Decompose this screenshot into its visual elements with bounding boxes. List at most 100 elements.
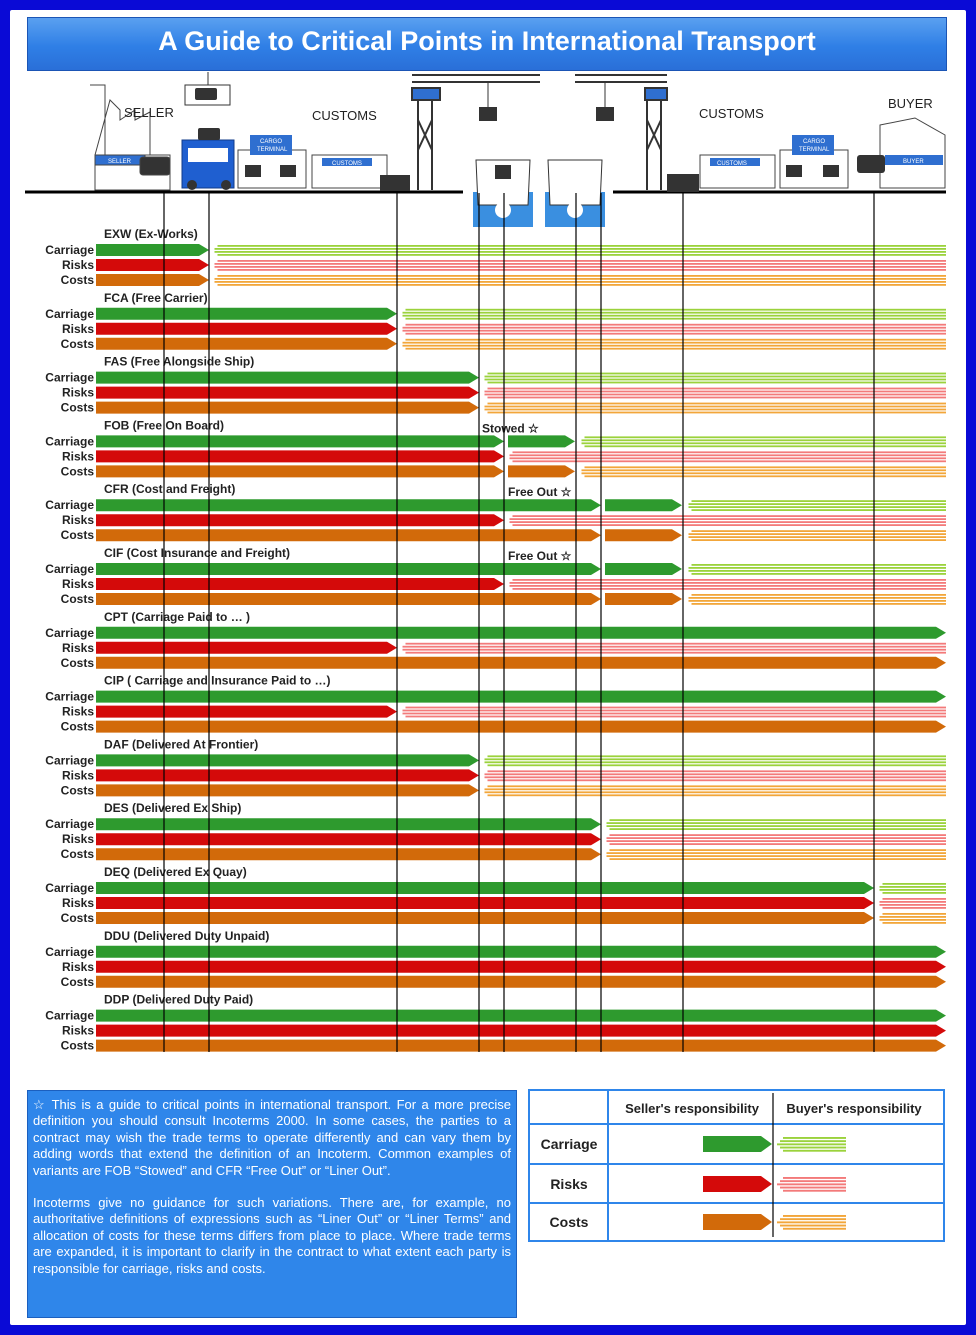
- row-label-costs: Costs: [61, 401, 95, 415]
- seller-arrow-costs: [96, 975, 946, 988]
- note-paragraph-2: Incoterms give no guidance for such vari…: [33, 1195, 511, 1276]
- cargo-terminal-left-text: CARGO: [260, 139, 282, 145]
- term-title: DEQ (Delivered Ex Quay): [104, 865, 247, 879]
- seller-arrow-costs: [96, 401, 479, 414]
- buyer-arrow-costs: [606, 849, 946, 860]
- buyer-arrow-risks: [509, 579, 946, 590]
- seller-extension-carriage: [508, 435, 575, 448]
- customs-right-sign-text: CUSTOMS: [717, 161, 747, 167]
- buyer-sign-text: BUYER: [903, 159, 924, 165]
- buyer-arrow-carriage: [484, 755, 946, 767]
- seller-arrow-risks: [96, 259, 209, 271]
- row-label-carriage: Carriage: [45, 817, 94, 831]
- buyer-arrow-costs: [688, 594, 946, 605]
- cargo-terminal-right-text-2: TERMINAL: [799, 147, 830, 153]
- customs-left-label: CUSTOMS: [312, 108, 377, 123]
- note-paragraph-1: ☆ This is a guide to critical points in …: [33, 1097, 511, 1179]
- seller-arrow-risks: [96, 514, 504, 527]
- row-label-risks: Risks: [62, 322, 94, 336]
- seller-arrow-risks: [96, 833, 601, 846]
- customs-left-building-icon: [311, 154, 410, 191]
- customs-left-sign-text: CUSTOMS: [332, 161, 362, 167]
- seller-extension-costs: [605, 529, 682, 542]
- seller-extension-costs: [605, 593, 682, 605]
- seller-arrow-costs: [96, 529, 601, 542]
- buyer-arrow-risks: [879, 898, 946, 909]
- seller-arrow-risks: [96, 1024, 946, 1037]
- seller-arrow-carriage: [96, 371, 479, 384]
- row-label-carriage: Carriage: [45, 626, 94, 640]
- buyer-arrow-carriage: [688, 500, 946, 511]
- seller-label: SELLER: [124, 105, 174, 120]
- seller-arrow-carriage: [96, 945, 946, 958]
- buyer-arrow-costs: [688, 530, 946, 541]
- row-label-carriage: Carriage: [45, 881, 94, 895]
- legend-border: [528, 1089, 945, 1242]
- buyer-arrow-carriage: [879, 883, 946, 894]
- buyer-arrow-carriage: [581, 436, 946, 448]
- row-label-costs: Costs: [61, 273, 95, 287]
- buyer-arrow-risks: [214, 260, 946, 271]
- seller-arrow-carriage: [96, 563, 601, 575]
- row-label-carriage: Carriage: [45, 498, 94, 512]
- row-label-risks: Risks: [62, 960, 94, 974]
- row-label-risks: Risks: [62, 513, 94, 527]
- buyer-arrow-risks: [402, 642, 946, 654]
- term-variant-note: Free Out ☆: [508, 549, 572, 563]
- seller-arrow-risks: [96, 386, 479, 399]
- seller-factory-icon: [90, 84, 171, 191]
- buyer-arrow-carriage: [688, 564, 946, 575]
- buyer-arrow-costs: [484, 785, 946, 797]
- seller-arrow-costs: [96, 848, 601, 861]
- seller-arrow-carriage: [96, 499, 601, 512]
- seller-arrow-costs: [96, 912, 874, 924]
- seller-arrow-risks: [96, 705, 397, 718]
- seller-arrow-risks: [96, 897, 874, 909]
- legend-row-label: Risks: [550, 1176, 588, 1192]
- forklift-icon: [184, 72, 231, 106]
- legend-buyer-header: Buyer's responsibility: [786, 1101, 922, 1116]
- term-title: CIF (Cost Insurance and Freight): [104, 546, 290, 560]
- legend-table: Seller's responsibility Buyer's responsib…: [528, 1089, 945, 1242]
- legend-row-label: Carriage: [541, 1136, 598, 1152]
- buyer-arrow-costs: [581, 466, 946, 478]
- term-title: DDU (Delivered Duty Unpaid): [104, 929, 269, 943]
- seller-arrow-carriage: [96, 626, 946, 639]
- note-paragraph-1-text: This is a guide to critical points in in…: [33, 1097, 512, 1178]
- seller-arrow-carriage: [96, 307, 397, 320]
- term-variant-note: Stowed ☆: [482, 421, 539, 435]
- seller-arrow-costs: [96, 720, 946, 733]
- legend-buyer-arrow-risks: [777, 1177, 846, 1192]
- seller-arrow-costs: [96, 337, 397, 350]
- seller-arrow-carriage: [96, 1009, 946, 1022]
- seller-extension-costs: [508, 465, 575, 478]
- seller-arrow-carriage: [96, 882, 874, 894]
- row-label-costs: Costs: [61, 720, 95, 734]
- term-title: EXW (Ex-Works): [104, 227, 198, 241]
- term-title: DAF (Delivered At Frontier): [104, 737, 258, 751]
- ship-left-icon: [473, 159, 533, 227]
- row-label-costs: Costs: [61, 656, 95, 670]
- seller-arrow-risks: [96, 578, 504, 590]
- cargo-terminal-right-icon: [779, 135, 849, 189]
- term-title: CPT (Carriage Paid to … ): [104, 610, 250, 624]
- seller-arrow-risks: [96, 960, 946, 973]
- title-banner: A Guide to Critical Points in Internatio…: [27, 17, 947, 71]
- seller-arrow-risks: [96, 450, 504, 463]
- row-label-carriage: Carriage: [45, 243, 94, 257]
- row-label-carriage: Carriage: [45, 562, 94, 576]
- row-label-risks: Risks: [62, 449, 94, 463]
- seller-arrow-carriage: [96, 818, 601, 831]
- cargo-terminal-left-text-2: TERMINAL: [257, 147, 288, 153]
- legend-row-label: Costs: [550, 1214, 589, 1230]
- star-icon: ☆: [33, 1097, 47, 1112]
- term-variant-note: Free Out ☆: [508, 485, 572, 499]
- legend-seller-arrow-carriage: [703, 1136, 772, 1152]
- buyer-arrow-carriage: [402, 308, 946, 320]
- row-label-risks: Risks: [62, 386, 94, 400]
- transport-scene: SELLER SELLER CARGO TERMINAL CUSTOMS CUS…: [25, 72, 946, 227]
- seller-arrow-carriage: [96, 754, 479, 767]
- seller-arrow-costs: [96, 593, 601, 605]
- legend-seller-header: Seller's responsibility: [625, 1101, 760, 1116]
- crane-right-icon: [575, 74, 699, 192]
